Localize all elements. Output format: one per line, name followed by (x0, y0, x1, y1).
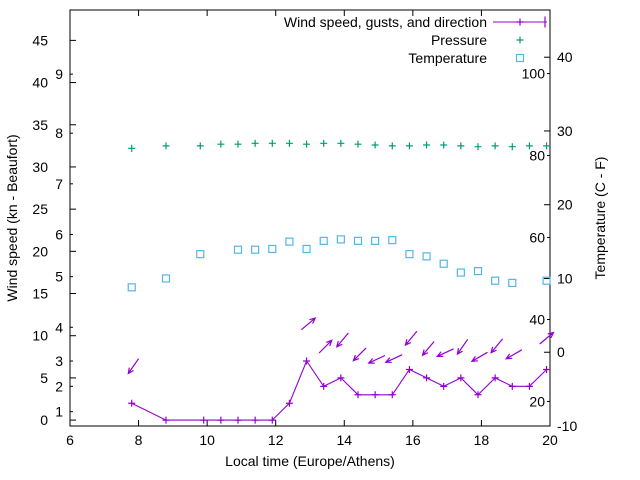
x-tick-label: 14 (336, 432, 352, 448)
wind-arrow (421, 341, 435, 357)
right-c-tick-label: 20 (557, 197, 573, 213)
beaufort-tick-label: 5 (55, 269, 63, 285)
wind-arrow (352, 347, 367, 362)
left-kn-tick-label: 15 (32, 286, 48, 302)
x-axis-title: Local time (Europe/Athens) (225, 453, 395, 469)
x-tick-label: 10 (199, 432, 215, 448)
fahrenheit-tick-label: 40 (529, 311, 545, 327)
right-c-tick-label: 0 (557, 344, 565, 360)
legend-label-temperature: Temperature (408, 50, 487, 66)
plot-border (69, 9, 551, 427)
left-kn-tick-label: 30 (32, 159, 48, 175)
wind-arrow (490, 338, 504, 354)
left-kn-tick-label: 45 (32, 32, 48, 48)
beaufort-tick-label: 9 (55, 66, 63, 82)
x-tick-label: 18 (474, 432, 490, 448)
right-y-axis-title: Temperature (C - F) (592, 157, 608, 280)
beaufort-tick-label: 2 (55, 378, 63, 394)
series-pressure (128, 139, 551, 152)
left-kn-tick-label: 35 (32, 117, 48, 133)
beaufort-tick-label: 1 (55, 404, 63, 420)
wind-arrow (384, 354, 403, 363)
wind-arrow (367, 354, 386, 364)
wind-arrow (539, 331, 555, 345)
beaufort-tick-label: 8 (55, 125, 63, 141)
left-y-axis-title: Wind speed (kn - Beaufort) (4, 134, 20, 301)
right-c-tick-label: 40 (557, 49, 573, 65)
x-tick-label: 8 (135, 432, 143, 448)
x-tick-label: 16 (405, 432, 421, 448)
wind-arrow (127, 358, 140, 375)
wind-direction-arrows (127, 317, 555, 375)
left-kn-tick-label: 5 (40, 370, 48, 386)
x-tick-label: 12 (268, 432, 284, 448)
x-tick-label: 6 (66, 432, 74, 448)
wind-arrow (301, 317, 317, 331)
legend-label-wind: Wind speed, gusts, and direction (284, 14, 487, 30)
legend-label-pressure: Pressure (431, 32, 487, 48)
wind-arrow (404, 330, 418, 347)
wind-arrow (504, 349, 523, 360)
wind-arrow (436, 348, 454, 357)
fahrenheit-tick-label: 60 (529, 229, 545, 245)
fahrenheit-tick-label: 20 (529, 393, 545, 409)
beaufort-tick-label: 6 (55, 226, 63, 242)
left-kn-tick-label: 20 (32, 243, 48, 259)
beaufort-tick-label: 7 (55, 176, 63, 192)
left-kn-tick-label: 10 (32, 328, 48, 344)
wind-arrow (456, 338, 469, 356)
left-kn-tick-label: 0 (40, 412, 48, 428)
left-kn-tick-label: 25 (32, 201, 48, 217)
fahrenheit-tick-label: 80 (529, 148, 545, 164)
wind-arrow (470, 351, 488, 363)
axis-tick-labels: 6 8 10 12 14 16 18 2005101520253035404512345678… (32, 32, 577, 448)
x-tick-label: 20 (542, 432, 558, 448)
beaufort-tick-label: 4 (55, 319, 63, 335)
fahrenheit-tick-label: 100 (522, 66, 546, 82)
series-temperature (127, 235, 551, 292)
axes (69, 9, 551, 427)
right-c-tick-label: 30 (557, 123, 573, 139)
axis-titles: Local time (Europe/Athens) Wind speed (kn… (4, 134, 608, 469)
left-kn-tick-label: 40 (32, 75, 48, 91)
wind-arrow (318, 339, 333, 354)
series-wind (128, 357, 551, 424)
legend: Wind speed, gusts, and direction Pressure… (284, 14, 547, 66)
right-c-tick-label: 10 (557, 270, 573, 286)
beaufort-tick-label: 3 (55, 353, 63, 369)
right-c-tick-label: -10 (557, 418, 577, 434)
wind-arrow (335, 332, 349, 348)
